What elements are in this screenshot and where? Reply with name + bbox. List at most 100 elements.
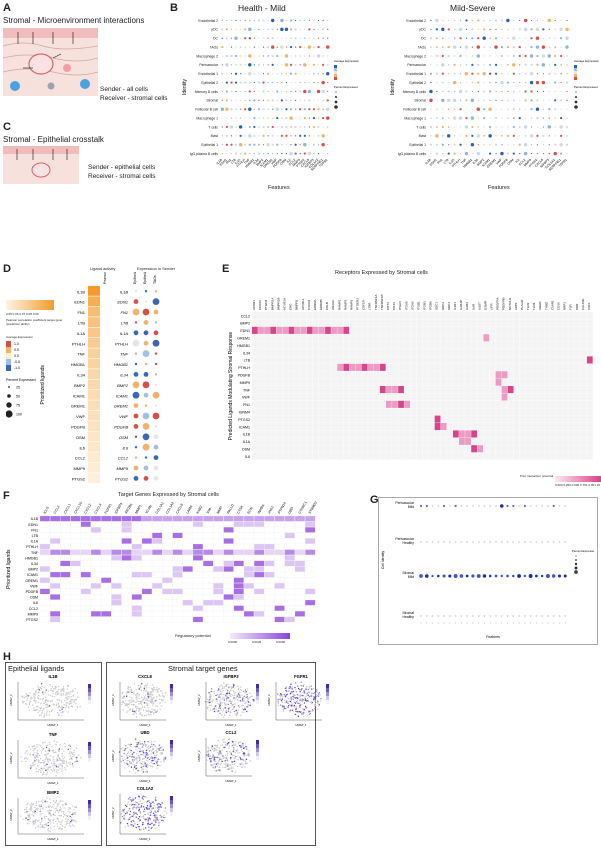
- umap-cell: [121, 693, 123, 695]
- interaction-cell: [306, 423, 313, 431]
- feature-tick-label: TNF: [460, 158, 467, 165]
- regulatory-cell: [264, 532, 275, 539]
- umap-cell: [139, 740, 141, 742]
- feature-tick-label: CCL2: [518, 158, 527, 167]
- regulatory-cell: [182, 555, 193, 561]
- regulatory-cell: [141, 521, 152, 528]
- expression-dot: [225, 63, 229, 67]
- interaction-cell: [489, 334, 496, 342]
- umap-cell: [309, 709, 311, 712]
- interaction-cell: [373, 393, 380, 401]
- regulatory-cell: [39, 599, 50, 606]
- interaction-cell: [398, 437, 404, 445]
- umap-cell: [34, 697, 36, 700]
- expression-dot: [459, 108, 462, 111]
- pearson-cell: [88, 379, 100, 390]
- umap-cell: [302, 708, 304, 710]
- interaction-cell: [270, 349, 277, 357]
- interaction-cell: [312, 386, 319, 394]
- umap-cell: [25, 751, 27, 753]
- interaction-cell: [398, 341, 404, 349]
- expression-dot: [313, 19, 315, 22]
- umap-cell: [121, 758, 123, 760]
- umap-cell: [223, 687, 225, 690]
- ligand-row-label: IL1A: [77, 331, 86, 336]
- umap-cell: [221, 698, 223, 701]
- umap-cell: [135, 693, 138, 695]
- umap-cell: [227, 683, 229, 686]
- umap-cell: [47, 829, 49, 831]
- umap-cell: [60, 828, 63, 830]
- expression-dot: [285, 73, 288, 75]
- umap-cell: [310, 685, 312, 687]
- expression-dot: [289, 19, 293, 22]
- interaction-cell: [385, 326, 392, 334]
- umap-cell: [56, 805, 59, 807]
- umap-cell: [68, 752, 70, 755]
- umap-cell: [58, 827, 60, 830]
- umap-cell: [34, 759, 36, 762]
- interaction-cell: [471, 415, 478, 423]
- umap-cell: [156, 709, 158, 711]
- umap-cell: [295, 691, 297, 693]
- expression-dot: [230, 81, 233, 84]
- panel-c-receiver: Receiver - stromal cells: [88, 173, 156, 180]
- identity-row-label: T cells: [208, 125, 218, 129]
- umap-cell: [238, 694, 241, 696]
- expression-dot: [548, 72, 551, 75]
- regulatory-cell: [305, 577, 316, 583]
- legend-color-step: [574, 68, 577, 71]
- interaction-cell: [398, 312, 404, 320]
- umap-cell: [74, 813, 76, 815]
- expression-dot: [548, 64, 550, 66]
- expression-dot: [230, 99, 233, 101]
- umap-cell: [311, 695, 313, 697]
- umap-cell: [47, 805, 50, 808]
- regulatory-cell: [233, 532, 244, 539]
- umap-cell: [57, 713, 60, 716]
- umap-colorbar-step: [88, 700, 91, 704]
- umap-cell: [56, 825, 59, 828]
- expression-dot: [494, 45, 498, 49]
- expression-dot: [548, 81, 550, 84]
- interaction-cell: [398, 363, 404, 371]
- umap-cell: [67, 685, 69, 687]
- feature-tick-label: MMP9: [292, 158, 302, 168]
- umap-cell: [69, 693, 71, 695]
- interaction-cell: [361, 356, 368, 364]
- umap-cell: [127, 687, 129, 689]
- regulatory-cell: [80, 594, 91, 600]
- regulatory-cell: [243, 560, 254, 567]
- umap-cell: [32, 803, 34, 805]
- umap-cell: [40, 800, 43, 803]
- target-tick-label: CXCL2: [83, 503, 92, 515]
- interaction-cell: [422, 386, 429, 394]
- sender-expression-dot: [133, 372, 139, 377]
- umap-cell: [247, 699, 249, 701]
- umap-cell: [53, 704, 55, 706]
- umap-cell: [60, 693, 62, 695]
- interaction-cell: [282, 326, 289, 334]
- regulatory-cell: [203, 588, 214, 595]
- interaction-cell: [483, 319, 490, 327]
- interaction-cell: [465, 386, 471, 394]
- umap-cell: [141, 706, 144, 708]
- umap-cell: [38, 744, 40, 746]
- interaction-cell: [306, 415, 313, 423]
- expression-dot: [507, 28, 509, 30]
- interaction-cell: [568, 400, 575, 408]
- umap-cell: [222, 716, 225, 718]
- regulatory-cell: [294, 527, 305, 533]
- umap-cell: [135, 745, 137, 748]
- interaction-cell: [300, 341, 307, 349]
- umap-cell: [146, 766, 148, 769]
- umap-cell: [121, 691, 124, 694]
- interaction-cell: [306, 319, 313, 327]
- umap-cell: [46, 810, 48, 812]
- ligand-row-label: FN1: [31, 528, 38, 532]
- interaction-cell: [428, 378, 435, 386]
- interaction-cell: [367, 430, 374, 438]
- umap-cell: [38, 761, 40, 763]
- umap-cell: [290, 702, 293, 704]
- interaction-cell: [452, 378, 459, 386]
